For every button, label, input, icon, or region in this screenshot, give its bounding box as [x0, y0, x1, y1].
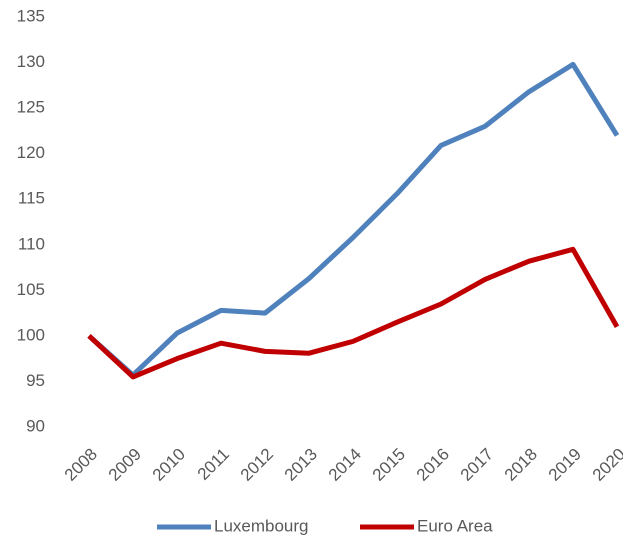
y-tick-label: 90	[26, 416, 45, 435]
y-tick-label: 125	[17, 98, 45, 117]
y-tick-label: 120	[17, 143, 45, 162]
y-tick-label: 105	[17, 280, 45, 299]
y-tick-label: 135	[17, 6, 45, 25]
x-tick-label: 2014	[325, 445, 365, 485]
x-tick-label: 2020	[589, 445, 623, 485]
y-tick-label: 130	[17, 52, 45, 71]
x-tick-label: 2016	[413, 445, 453, 485]
x-tick-label: 2009	[105, 445, 145, 485]
legend-label: Luxembourg	[214, 516, 309, 535]
x-tick-label: 2018	[501, 445, 541, 485]
y-tick-label: 110	[18, 234, 45, 253]
x-tick-label: 2012	[237, 445, 277, 485]
x-tick-label: 2011	[194, 445, 233, 484]
x-tick-label: 2017	[457, 445, 497, 485]
line-series	[87, 61, 620, 378]
x-tick-label: 2013	[281, 445, 321, 485]
x-tick-label: 2008	[61, 445, 101, 485]
y-tick-label: 115	[18, 189, 45, 208]
x-tick-label: 2015	[369, 445, 409, 485]
y-tick-label: 100	[17, 325, 45, 344]
line-series	[87, 246, 620, 380]
x-tick-label: 2019	[545, 445, 585, 485]
x-tick-label: 2010	[149, 445, 189, 485]
legend-label: Euro Area	[417, 516, 493, 535]
y-tick-label: 95	[26, 371, 45, 390]
